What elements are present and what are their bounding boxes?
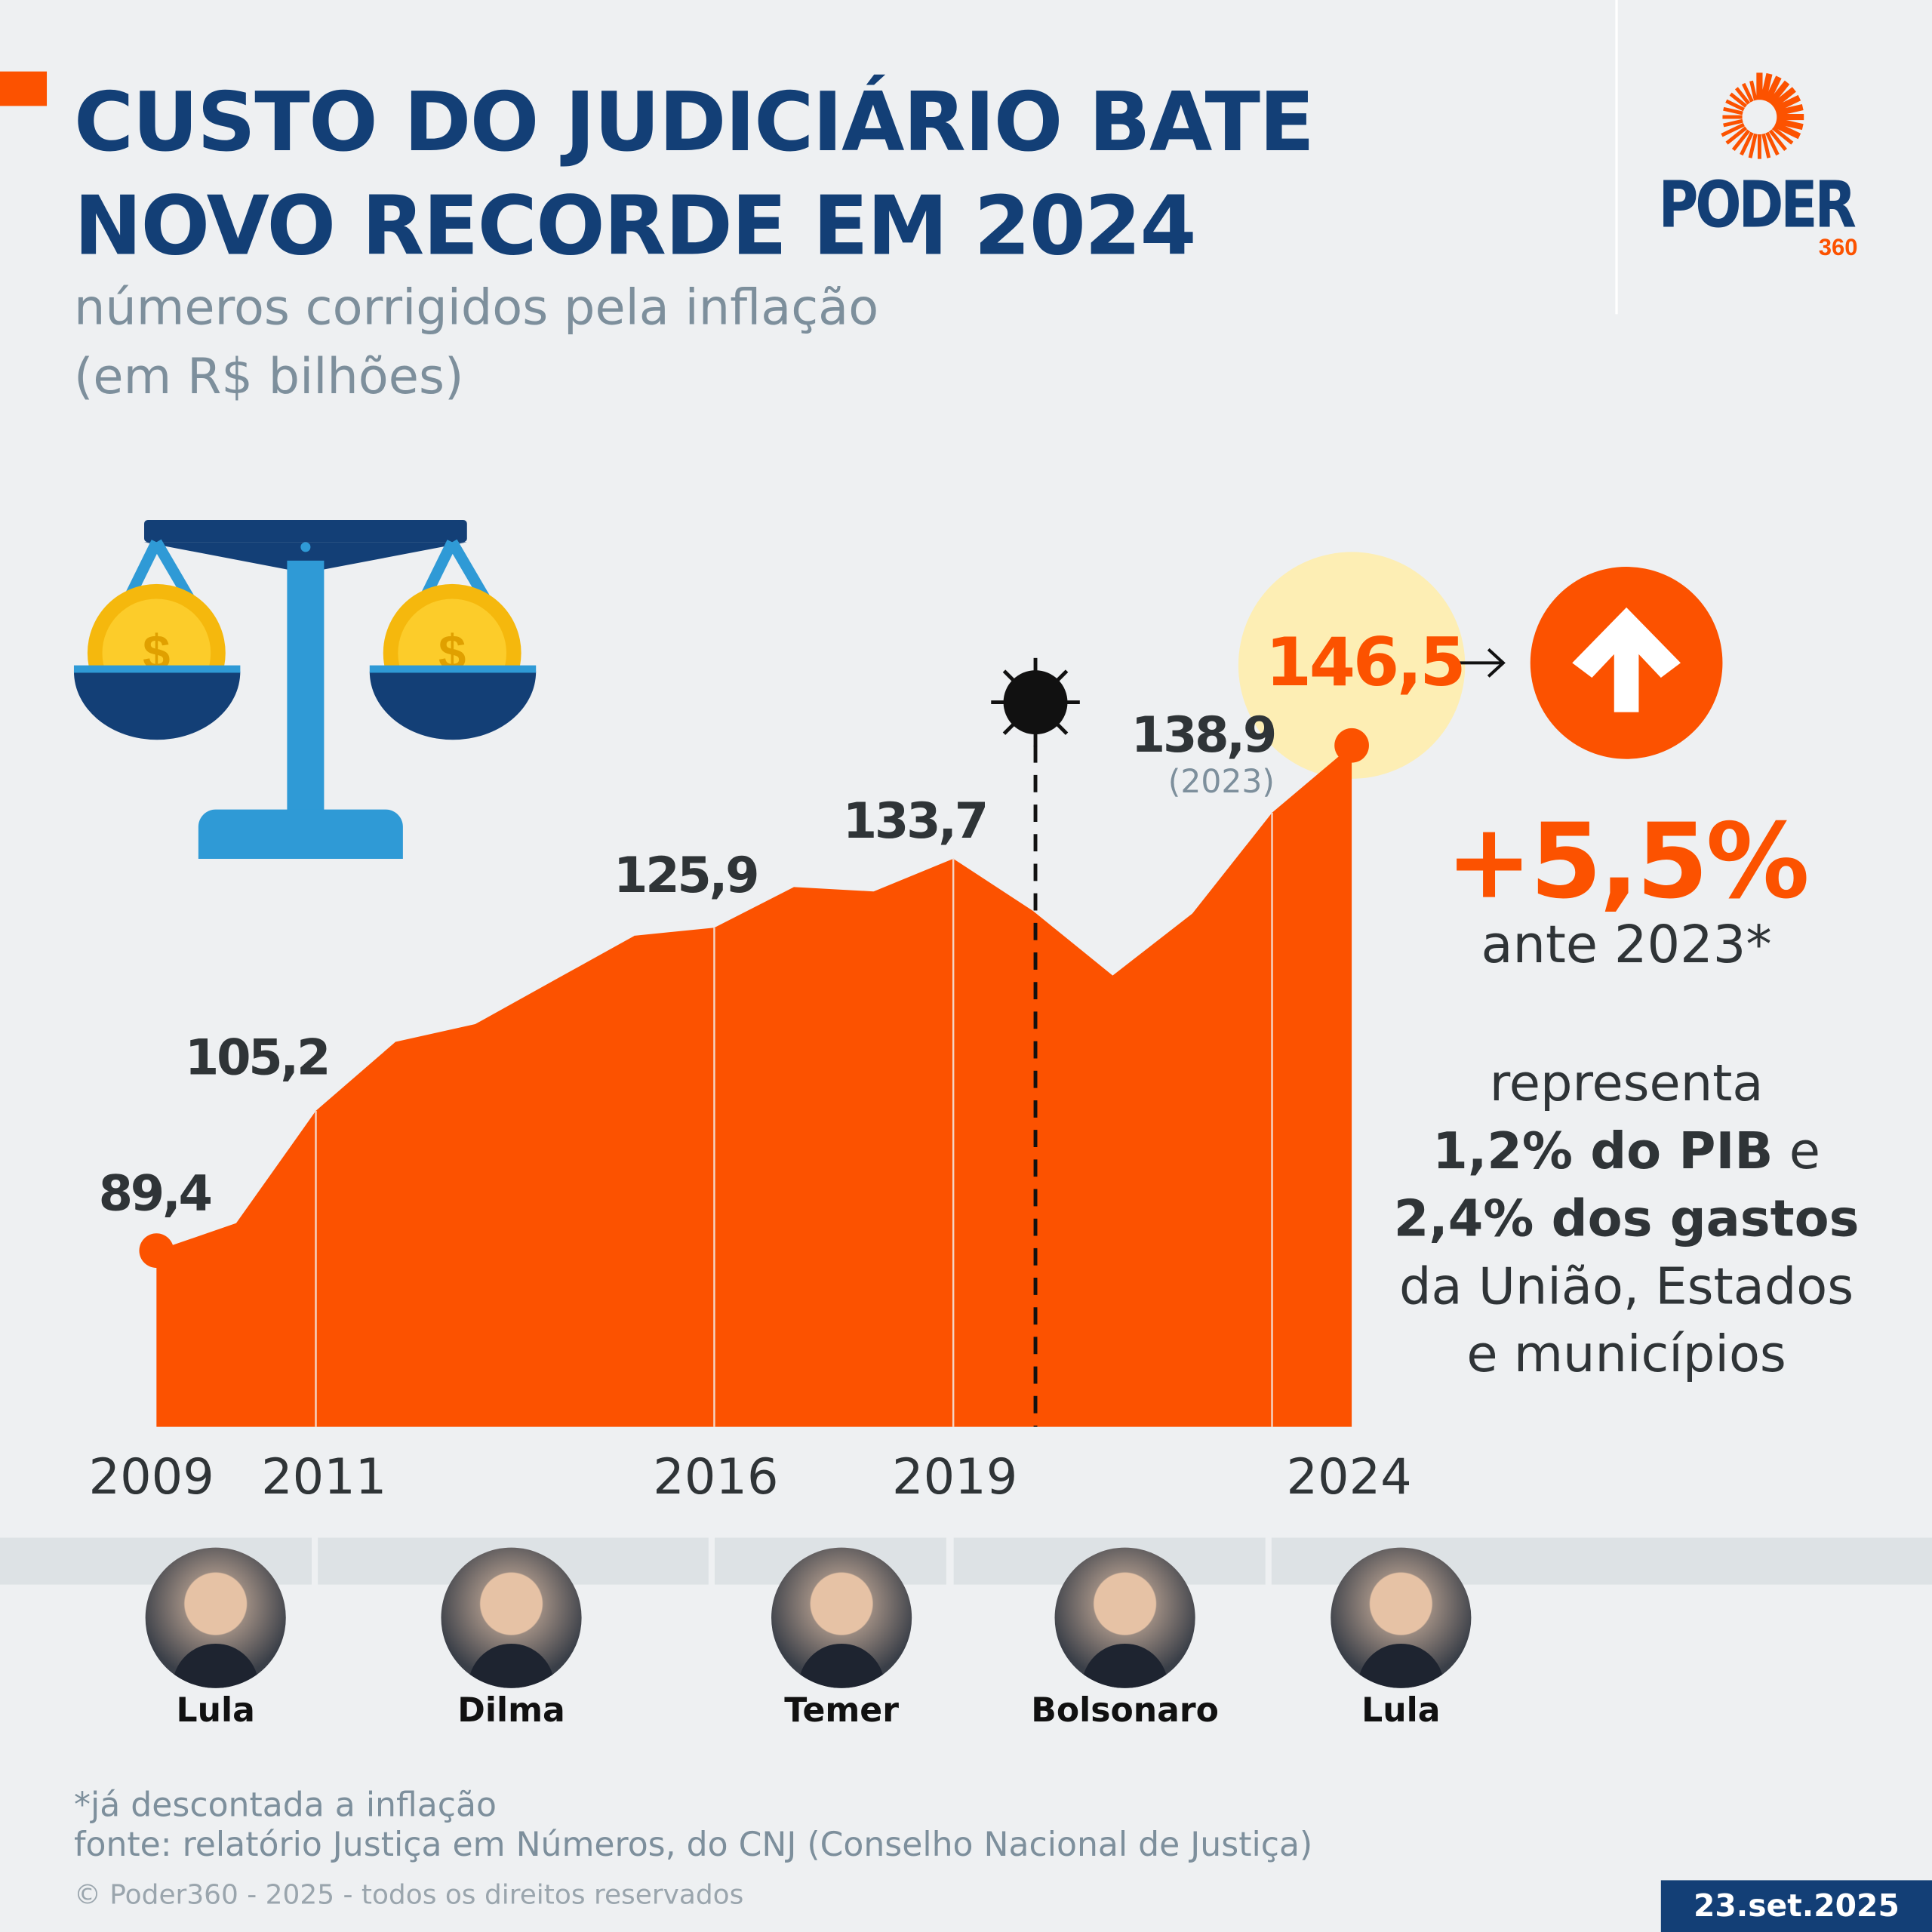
area-series	[156, 745, 1352, 1427]
accent-bar	[0, 71, 48, 106]
divider	[1615, 0, 1618, 315]
data-label-2019: 133,7	[842, 793, 989, 851]
data-label-2009: 89,4	[98, 1165, 213, 1223]
sun-ray	[1731, 129, 1751, 152]
context-line-1: representa	[1489, 1053, 1764, 1113]
logo-suffix: 360	[1818, 235, 1858, 262]
sun-ray	[1771, 126, 1794, 145]
sun-ray	[1774, 94, 1801, 112]
title-line-2: NOVO RECORDE EM 2024	[73, 178, 1197, 274]
president-photo	[1054, 1547, 1195, 1688]
sun-ray	[1749, 80, 1758, 101]
context-and: e	[1773, 1121, 1820, 1181]
x-tick-2009: 2009	[88, 1448, 214, 1506]
logo: PODER 360	[1651, 68, 1873, 265]
sun-ray	[1767, 80, 1790, 106]
up-arrow-icon	[1530, 567, 1723, 759]
sun-ray	[1774, 122, 1801, 140]
president-name: Dilma	[457, 1691, 565, 1730]
sun-ray	[1775, 118, 1804, 131]
context-pib: 1,2% do PIB	[1432, 1121, 1774, 1181]
sun-ray	[1765, 131, 1780, 156]
footnote: *já descontada a inflação	[73, 1786, 497, 1825]
copyright: © Poder360 - 2025 - todos os direitos re…	[73, 1880, 744, 1912]
change-percent: +5,5%	[1445, 801, 1810, 922]
president-photo	[1331, 1547, 1472, 1688]
change-note: ante 2023*	[1481, 914, 1772, 975]
sun-ray	[1729, 92, 1748, 108]
x-tick-2016: 2016	[653, 1448, 779, 1506]
context-line-4: da União, Estados	[1399, 1257, 1854, 1316]
sunburst-icon	[1721, 72, 1804, 159]
sun-ray	[1725, 126, 1748, 145]
page-title: CUSTO DO JUDICIÁRIO BATE NOVO RECORDE EM …	[73, 72, 1315, 278]
virus-icon	[1003, 670, 1068, 735]
president-name: Lula	[1361, 1691, 1441, 1730]
x-tick-2011: 2011	[261, 1448, 387, 1506]
sun-ray	[1741, 82, 1754, 103]
president-photo	[771, 1547, 912, 1688]
subtitle-line-2: (em R$ bilhões)	[73, 349, 464, 406]
sun-ray	[1764, 75, 1782, 103]
virus-spike	[1055, 669, 1069, 683]
data-label-2023: 138,9	[1131, 707, 1278, 764]
data-label-2016: 125,9	[614, 848, 760, 905]
sun-ray	[1740, 131, 1754, 156]
sun-ray	[1748, 133, 1758, 158]
data-point-2009	[139, 1233, 174, 1268]
virus-spike	[1002, 721, 1017, 735]
sun-ray	[1768, 129, 1787, 152]
president-name: Temer	[784, 1691, 899, 1730]
sun-ray	[1775, 104, 1804, 116]
x-tick-2019: 2019	[892, 1448, 1018, 1506]
x-tick-2024: 2024	[1286, 1448, 1412, 1506]
subtitle-line-1: números corrigidos pela inflação	[73, 279, 879, 337]
sun-ray	[1770, 87, 1796, 109]
sun-ray	[1734, 87, 1751, 105]
president-photo	[441, 1547, 582, 1688]
data-point-2024	[1334, 728, 1369, 763]
data-label-2024: 146,5	[1265, 623, 1466, 701]
title-line-1: CUSTO DO JUDICIÁRIO BATE	[73, 75, 1315, 171]
president-photo	[145, 1547, 286, 1688]
context-text: representa 1,2% do PIB e 2,4% dos gastos…	[1367, 1050, 1885, 1389]
virus-spike	[1002, 669, 1017, 683]
arrow-right-icon	[1447, 648, 1506, 678]
context-line-5: e municípios	[1466, 1324, 1786, 1384]
subtitle: números corrigidos pela inflação (em R$ b…	[74, 273, 878, 411]
president-name: Lula	[176, 1691, 255, 1730]
area-chart	[139, 552, 1506, 1427]
data-label-2011: 105,2	[184, 1029, 331, 1087]
logo-text: PODER	[1658, 168, 1857, 243]
context-gastos: 2,4% dos gastos	[1393, 1189, 1860, 1248]
sun-ray	[1721, 122, 1745, 137]
sun-ray	[1725, 99, 1745, 112]
sun-ray	[1723, 118, 1743, 128]
president-name: Bolsonaro	[1031, 1691, 1219, 1730]
date-badge: 23.set.2025	[1660, 1880, 1932, 1932]
sun-ray	[1760, 72, 1773, 101]
data-label-2023-note: (2023)	[1168, 764, 1275, 801]
sun-ray	[1761, 133, 1771, 158]
scales-of-justice-icon: $ $	[73, 519, 537, 859]
highlight-circle	[1238, 552, 1466, 779]
sun-ray	[1723, 106, 1743, 115]
source: fonte: relatório Justiça em Números, do …	[73, 1826, 1313, 1865]
virus-spike	[1055, 721, 1069, 735]
